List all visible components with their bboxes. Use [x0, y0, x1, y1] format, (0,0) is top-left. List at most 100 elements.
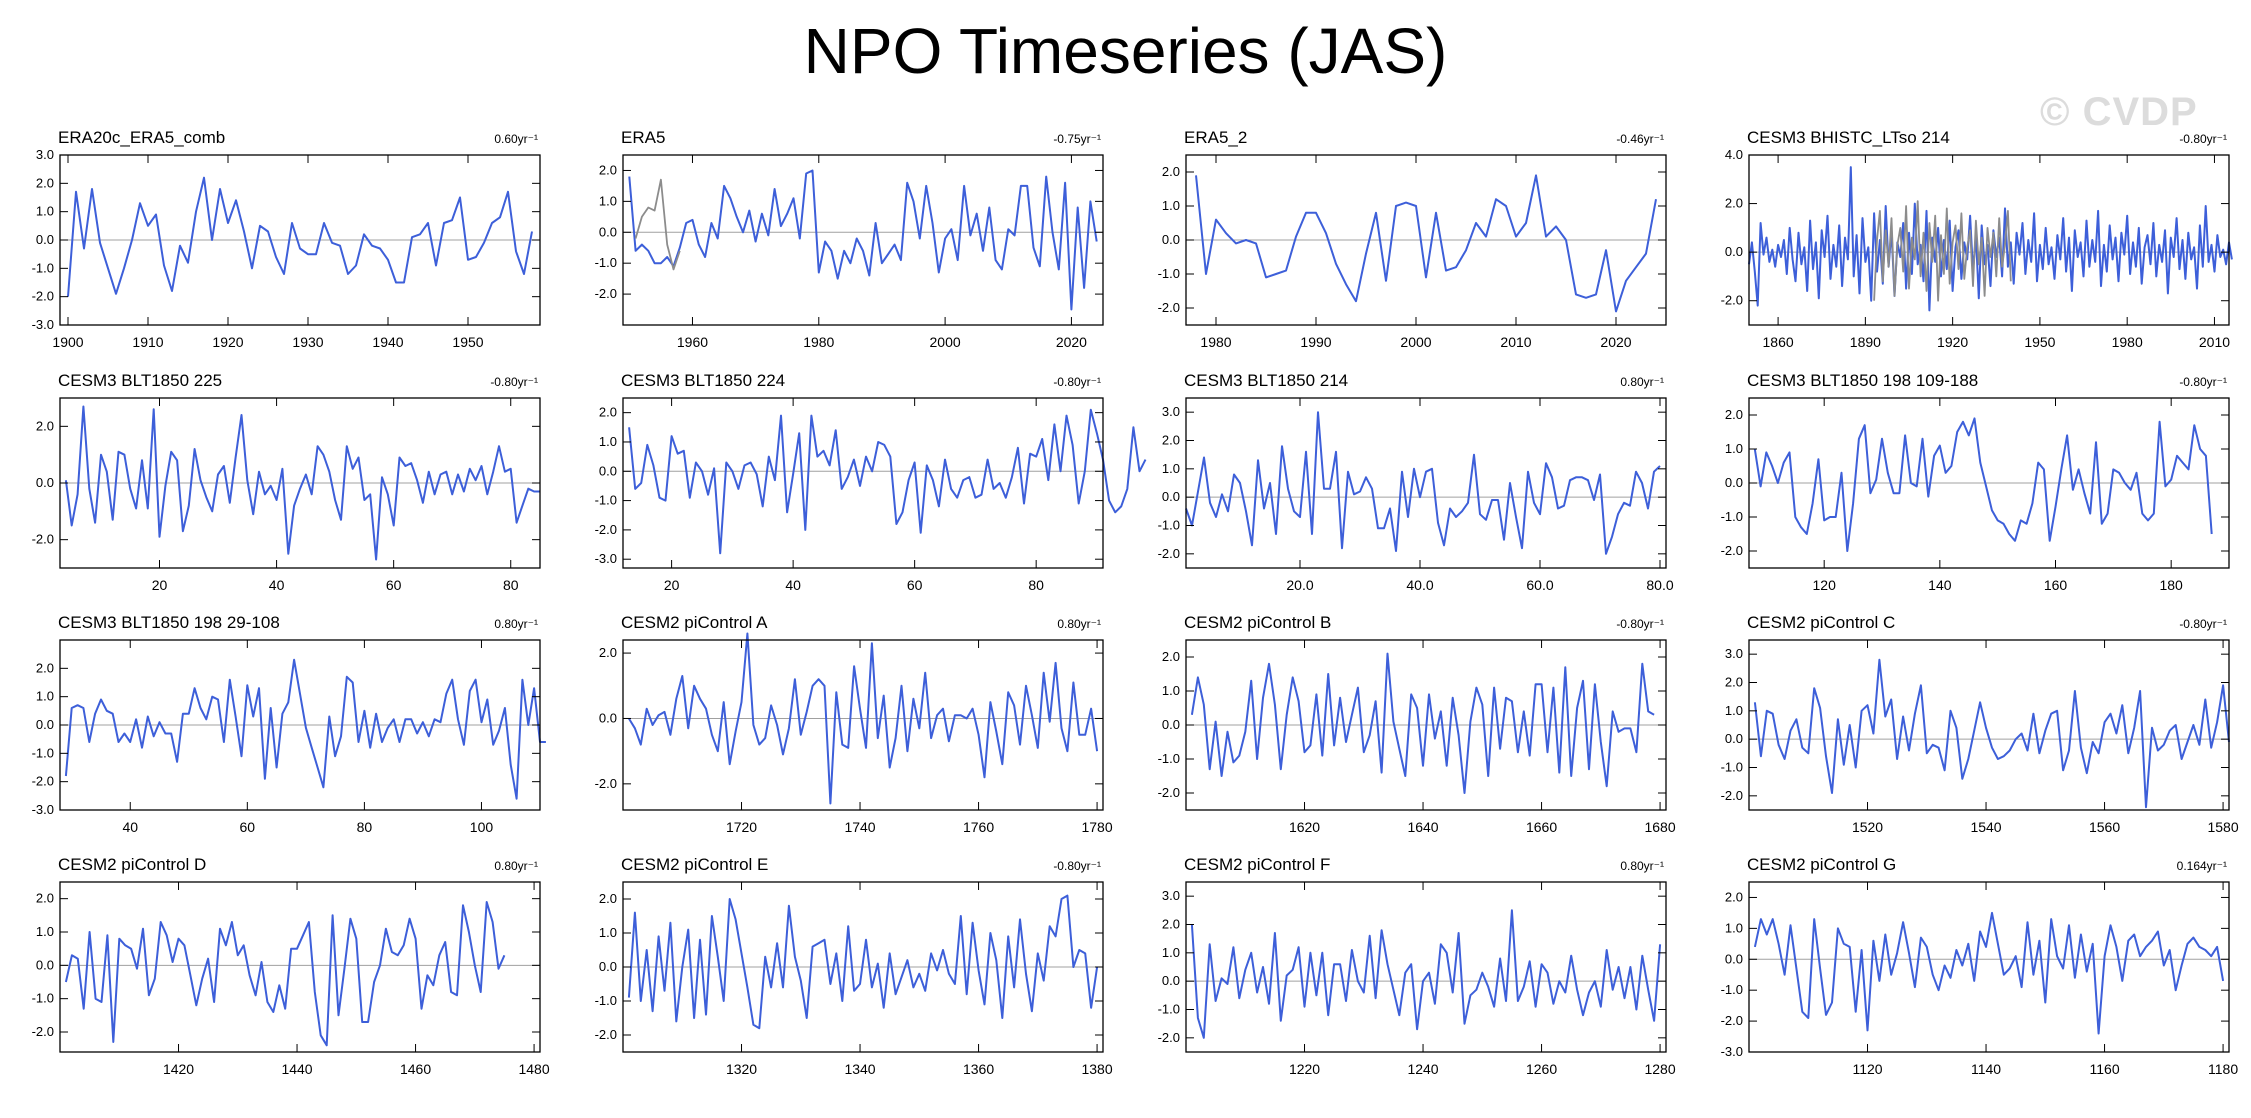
x-tick-label: 60: [386, 577, 402, 593]
x-tick-label: 160: [2044, 577, 2068, 593]
y-tick-label: 2.0: [1725, 889, 1743, 904]
y-tick-label: 2.0: [599, 162, 617, 177]
x-tick-label: 40: [785, 577, 801, 593]
chart-panel-4: CESM3 BHISTC_LTso 214 -0.80yr⁻¹ -2.0 0.0 2.0…: [1721, 128, 2233, 350]
y-tick-label: -2.0: [595, 286, 617, 301]
chart-panel-13: CESM2 piControl D 0.80yr⁻¹ -2.0 -1.0 0.0 1.0 2…: [32, 855, 550, 1077]
series-line: [628, 408, 1147, 555]
x-tick-label: 80.0: [1646, 577, 1673, 593]
y-tick-label: -2.0: [32, 1024, 54, 1039]
y-tick-label: 0.0: [36, 475, 54, 490]
y-tick-label: -2.0: [1158, 300, 1180, 315]
y-tick-label: 1.0: [1725, 703, 1743, 718]
y-tick-label: 1.0: [1162, 198, 1180, 213]
y-tick-label: 2.0: [36, 418, 54, 433]
x-tick-label: 1860: [1763, 334, 1794, 350]
y-tick-label: -3.0: [595, 551, 617, 566]
x-tick-label: 2010: [1500, 334, 1531, 350]
x-tick-label: 80: [357, 819, 373, 835]
panel-title: CESM2 piControl F: [1184, 855, 1330, 874]
y-tick-label: 2.0: [36, 660, 54, 675]
panel-title: CESM2 piControl A: [621, 613, 768, 632]
y-tick-label: -1.0: [1158, 266, 1180, 281]
series-line: [628, 632, 1099, 805]
panel-title: CESM2 piControl C: [1747, 613, 1895, 632]
chart-panel-3: ERA5_2 -0.46yr⁻¹ -2.0 -1.0 0.0 1.0 2.0 1980 1990…: [1158, 128, 1667, 350]
x-tick-label: 1560: [2089, 819, 2120, 835]
panel-title: CESM3 BHISTC_LTso 214: [1747, 128, 1950, 147]
series-line: [1748, 166, 2233, 312]
y-tick-label: -3.0: [1721, 1044, 1743, 1059]
y-tick-label: 2.0: [1725, 196, 1743, 211]
y-tick-label: 4.0: [1725, 147, 1743, 162]
x-tick-label: 1220: [1289, 1061, 1320, 1077]
trend-label: -0.80yr⁻¹: [2179, 375, 2227, 389]
panel-title: CESM3 BLT1850 198 109-188: [1747, 371, 1978, 390]
y-tick-label: -2.0: [1721, 788, 1743, 803]
y-tick-label: 3.0: [1162, 404, 1180, 419]
y-tick-label: -2.0: [32, 532, 54, 547]
y-tick-label: 1.0: [1162, 683, 1180, 698]
x-tick-label: 1240: [1407, 1061, 1438, 1077]
trend-label: -0.80yr⁻¹: [490, 375, 538, 389]
series-line: [1753, 911, 2225, 1035]
chart-panel-16: CESM2 piControl G 0.164yr⁻¹ -3.0 -2.0 -1.0 0.…: [1721, 855, 2239, 1077]
trend-label: 0.164yr⁻¹: [2177, 859, 2227, 873]
trend-label: -0.80yr⁻¹: [2179, 617, 2227, 631]
x-tick-label: 1740: [844, 819, 875, 835]
y-tick-label: 1.0: [36, 204, 54, 219]
cvdp-watermark: © CVDP: [2040, 90, 2198, 134]
x-tick-label: 40: [269, 577, 285, 593]
x-tick-label: 1940: [372, 334, 403, 350]
y-tick-label: -1.0: [595, 493, 617, 508]
series-line: [627, 894, 1099, 1030]
x-tick-label: 1520: [1852, 819, 1883, 835]
secondary-series-line: [1873, 200, 2012, 302]
series-line: [1185, 411, 1661, 555]
y-tick-label: -2.0: [1721, 293, 1743, 308]
x-tick-label: 1960: [677, 334, 708, 350]
x-tick-label: 80: [503, 577, 519, 593]
plot-frame: [1748, 154, 2230, 326]
x-tick-label: 1280: [1644, 1061, 1675, 1077]
series-line: [1190, 652, 1655, 794]
series-line: [64, 658, 546, 800]
x-tick-label: 1340: [844, 1061, 875, 1077]
x-tick-label: 2010: [2199, 334, 2230, 350]
y-tick-label: -1.0: [32, 745, 54, 760]
plot-frame: [1185, 881, 1667, 1053]
x-tick-label: 1980: [803, 334, 834, 350]
x-tick-label: 40: [122, 819, 138, 835]
y-tick-label: -1.0: [595, 993, 617, 1008]
y-tick-label: 2.0: [599, 405, 617, 420]
y-tick-label: 1.0: [1162, 461, 1180, 476]
y-tick-label: 0.0: [36, 957, 54, 972]
plot-frame: [1748, 881, 2230, 1053]
y-tick-label: 2.0: [599, 645, 617, 660]
y-tick-label: 0.0: [1725, 951, 1743, 966]
trend-label: 0.60yr⁻¹: [494, 132, 538, 146]
x-tick-label: 2000: [1400, 334, 1431, 350]
y-tick-label: 3.0: [1725, 646, 1743, 661]
y-tick-label: -1.0: [1721, 982, 1743, 997]
x-tick-label: 1480: [518, 1061, 549, 1077]
chart-panel-12: CESM2 piControl C -0.80yr⁻¹ -2.0 -1.0 0.0 1.0…: [1721, 613, 2239, 835]
x-tick-label: 1680: [1644, 819, 1675, 835]
panel-title: CESM3 BLT1850 198 29-108: [58, 613, 280, 632]
x-tick-label: 1260: [1526, 1061, 1557, 1077]
x-tick-label: 1920: [212, 334, 243, 350]
trend-label: -0.46yr⁻¹: [1616, 132, 1664, 146]
series-line: [1753, 417, 2213, 552]
y-tick-label: 0.0: [599, 463, 617, 478]
y-tick-label: 1.0: [1162, 945, 1180, 960]
plot-frame: [59, 881, 541, 1053]
y-tick-label: 1.0: [1725, 441, 1743, 456]
series-line: [64, 901, 506, 1047]
plot-frame: [622, 639, 1104, 811]
x-tick-label: 140: [1928, 577, 1952, 593]
panel-title: CESM3 BLT1850 225: [58, 371, 222, 390]
plot-frame: [1185, 397, 1667, 569]
x-tick-label: 1660: [1526, 819, 1557, 835]
y-tick-label: -2.0: [1721, 543, 1743, 558]
x-tick-label: 1620: [1289, 819, 1320, 835]
